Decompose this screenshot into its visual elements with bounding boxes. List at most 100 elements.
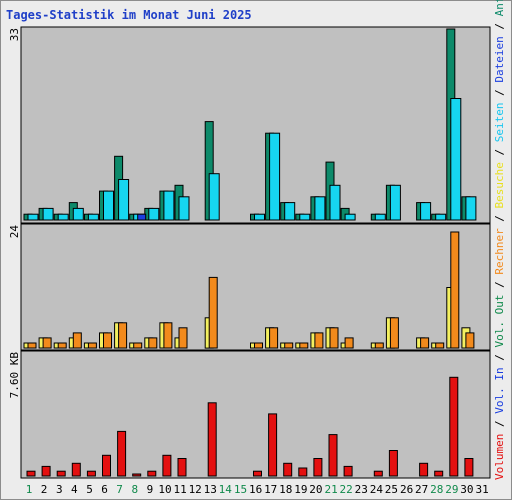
legend-part-volumen: Volumen xyxy=(493,434,506,480)
x-tick-label: 25 xyxy=(385,483,398,496)
bar-dateien-day-24 xyxy=(374,213,386,221)
x-tick-label: 10 xyxy=(158,483,171,496)
bar-dateien-day-3 xyxy=(57,213,69,221)
bar-rechner-day-20 xyxy=(314,332,324,349)
bar-rechner-day-24 xyxy=(374,342,384,349)
x-tick-label: 1 xyxy=(26,483,33,496)
bar-volumen-day-4 xyxy=(71,462,81,477)
legend-part-rechner: Rechner xyxy=(493,228,506,275)
bar-volumen-day-22 xyxy=(343,465,353,477)
bar-rechner-day-7 xyxy=(118,322,128,349)
x-tick-label: 5 xyxy=(86,483,93,496)
x-tick-label: 9 xyxy=(147,483,154,496)
bar-dateien-day-27 xyxy=(420,202,432,221)
bar-dateien-day-18 xyxy=(284,202,296,221)
bar-dateien-day-2 xyxy=(42,207,54,221)
bar-dateien-day-7 xyxy=(118,179,130,221)
bar-volumen-day-7 xyxy=(117,430,127,477)
bar-dateien-day-29 xyxy=(450,98,462,221)
bar-rechner-day-13 xyxy=(208,276,218,349)
bar-dateien-day-30 xyxy=(465,196,477,221)
legend-part-seiten: Seiten xyxy=(493,102,506,142)
y-max-label-visits: 24 xyxy=(8,225,21,239)
bar-rechner-day-11 xyxy=(178,327,188,349)
legend-sep: / xyxy=(493,348,506,368)
bar-rechner-day-16 xyxy=(254,342,263,349)
bar-volumen-day-24 xyxy=(373,470,383,477)
bar-rechner-day-22 xyxy=(344,337,354,349)
x-tick-label: 27 xyxy=(415,483,428,496)
bar-volumen-day-17 xyxy=(268,413,278,477)
x-tick-label: 7 xyxy=(116,483,123,496)
legend-sep: / xyxy=(493,16,506,36)
bar-rechner-day-4 xyxy=(72,332,82,349)
bar-volumen-day-19 xyxy=(298,467,308,477)
bar-dateien-day-20 xyxy=(314,196,326,221)
x-tick-label: 14 xyxy=(219,483,233,496)
bar-volumen-day-27 xyxy=(419,462,429,477)
x-tick-label: 20 xyxy=(309,483,322,496)
x-tick-label: 11 xyxy=(173,483,186,496)
x-tick-label: 30 xyxy=(460,483,473,496)
bar-seiten-day-8 xyxy=(137,213,147,221)
x-tick-label: 4 xyxy=(71,483,78,496)
x-tick-label: 2 xyxy=(41,483,48,496)
bar-rechner-day-6 xyxy=(103,332,112,349)
x-tick-label: 3 xyxy=(56,483,63,496)
bar-rechner-day-10 xyxy=(163,322,173,349)
bar-rechner-day-9 xyxy=(148,337,158,349)
bar-volumen-day-1 xyxy=(26,470,36,477)
bar-volumen-day-28 xyxy=(434,470,444,477)
bar-rechner-day-3 xyxy=(57,342,67,349)
legend-part-vol-out: Vol. Out xyxy=(493,295,506,348)
legend-part-anfragen: Anfragen xyxy=(493,0,506,16)
x-tick-label: 22 xyxy=(339,483,352,496)
legend-sep: / xyxy=(493,275,506,295)
bar-rechner-day-1 xyxy=(27,342,37,349)
bar-volumen-day-18 xyxy=(283,462,293,477)
bar-dateien-day-9 xyxy=(148,207,160,221)
x-tick-label: 16 xyxy=(249,483,262,496)
bar-volumen-day-30 xyxy=(464,458,474,477)
chart-title: Tages-Statistik im Monat Juni 2025 xyxy=(6,8,252,22)
bar-rechner-day-17 xyxy=(269,327,279,349)
bar-dateien-day-11 xyxy=(178,196,190,221)
x-tick-label: 28 xyxy=(430,483,443,496)
x-tick-label: 6 xyxy=(101,483,108,496)
bar-dateien-day-17 xyxy=(269,132,281,221)
legend-part-dateien: Dateien xyxy=(493,36,506,82)
x-tick-label: 15 xyxy=(234,483,247,496)
bar-dateien-day-6 xyxy=(103,190,114,221)
legend-part-vol-in: Vol. In xyxy=(493,367,506,413)
bar-dateien-day-28 xyxy=(435,213,447,221)
bar-volumen-day-29 xyxy=(449,376,459,477)
y-max-label-hits: 33 xyxy=(8,28,21,41)
bar-volumen-day-6 xyxy=(102,454,111,477)
legend-sep: / xyxy=(493,208,506,228)
bar-dateien-day-5 xyxy=(87,213,99,221)
bar-dateien-day-19 xyxy=(299,213,311,221)
bar-volumen-day-8 xyxy=(132,473,142,477)
bar-rechner-day-18 xyxy=(284,342,294,349)
bar-dateien-day-16 xyxy=(254,213,265,221)
bar-volumen-day-20 xyxy=(313,458,323,477)
x-tick-label: 29 xyxy=(445,483,458,496)
bar-volumen-day-10 xyxy=(162,454,172,477)
x-tick-label: 24 xyxy=(370,483,384,496)
bar-dateien-day-25 xyxy=(389,184,401,221)
panel-hits xyxy=(20,26,491,224)
bar-rechner-day-19 xyxy=(299,342,309,349)
bar-rechner-day-5 xyxy=(87,342,97,349)
x-tick-label: 21 xyxy=(324,483,337,496)
bar-dateien-day-21 xyxy=(329,184,341,221)
x-tick-label: 13 xyxy=(204,483,217,496)
x-tick-label: 26 xyxy=(400,483,413,496)
panel-visits xyxy=(20,223,491,351)
legend-sep: / xyxy=(493,414,506,434)
bar-rechner-day-27 xyxy=(420,337,430,349)
x-tick-labels: 1 2 3 4 5 6 7 8 9 10 11 12 13 14 15 16 17 18 19 20 21 22 23 24 2… xyxy=(26,483,489,496)
bar-rechner-day-28 xyxy=(435,342,445,349)
x-tick-label: 19 xyxy=(294,483,307,496)
legend-sep: / xyxy=(493,83,506,103)
